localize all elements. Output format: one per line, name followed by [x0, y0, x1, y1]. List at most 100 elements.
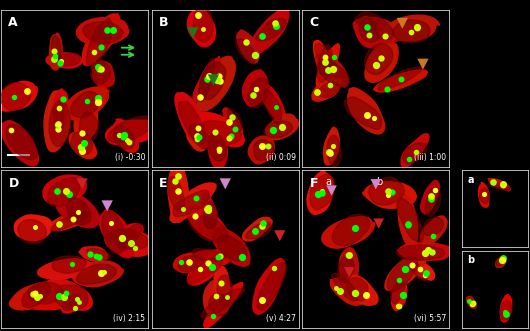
- Polygon shape: [46, 53, 83, 68]
- Polygon shape: [61, 294, 88, 313]
- Point: [57, 59, 66, 64]
- Polygon shape: [214, 265, 230, 313]
- Polygon shape: [496, 257, 506, 267]
- Text: (v) 4:27: (v) 4:27: [266, 314, 296, 323]
- Point: [65, 191, 73, 196]
- Polygon shape: [392, 280, 407, 311]
- Point: [420, 250, 429, 255]
- Polygon shape: [71, 132, 92, 155]
- Point: [416, 267, 425, 272]
- Polygon shape: [479, 182, 489, 207]
- Polygon shape: [255, 19, 286, 41]
- Point: [412, 26, 421, 31]
- Point: [395, 277, 403, 282]
- Polygon shape: [38, 259, 91, 280]
- Polygon shape: [49, 101, 71, 146]
- Point: [321, 59, 329, 64]
- Polygon shape: [355, 12, 394, 40]
- Point: [55, 105, 63, 111]
- Point: [50, 48, 59, 53]
- Point: [100, 269, 109, 274]
- Polygon shape: [102, 210, 126, 254]
- Polygon shape: [187, 206, 228, 241]
- Polygon shape: [488, 179, 510, 191]
- Polygon shape: [55, 285, 88, 310]
- Point: [54, 121, 63, 127]
- Point: [114, 132, 123, 138]
- Text: (iv) 2:15: (iv) 2:15: [113, 314, 145, 323]
- Point: [480, 192, 489, 197]
- Point: [403, 223, 412, 228]
- Point: [130, 245, 139, 251]
- Point: [97, 44, 105, 50]
- Polygon shape: [209, 293, 229, 316]
- Polygon shape: [316, 44, 339, 87]
- Polygon shape: [330, 278, 365, 305]
- Polygon shape: [365, 42, 398, 82]
- Point: [376, 55, 385, 61]
- Polygon shape: [374, 218, 384, 229]
- Point: [173, 189, 182, 194]
- Point: [192, 195, 200, 200]
- Point: [93, 95, 102, 100]
- Polygon shape: [187, 27, 199, 38]
- Point: [259, 220, 268, 225]
- Polygon shape: [201, 289, 245, 317]
- Polygon shape: [196, 121, 241, 144]
- Polygon shape: [52, 256, 86, 273]
- Polygon shape: [480, 188, 489, 204]
- Point: [199, 27, 207, 32]
- Polygon shape: [353, 18, 401, 43]
- Point: [401, 266, 409, 271]
- Point: [227, 133, 235, 138]
- Polygon shape: [398, 243, 451, 260]
- Polygon shape: [365, 44, 393, 74]
- Text: E: E: [159, 177, 167, 190]
- Point: [251, 52, 259, 58]
- Polygon shape: [188, 8, 216, 47]
- Polygon shape: [253, 140, 273, 161]
- Point: [211, 130, 219, 135]
- Polygon shape: [28, 282, 64, 304]
- Point: [177, 259, 186, 264]
- Point: [238, 254, 246, 260]
- Polygon shape: [227, 108, 242, 131]
- Point: [403, 221, 412, 226]
- Polygon shape: [345, 275, 378, 305]
- Point: [195, 134, 204, 140]
- Polygon shape: [111, 224, 143, 248]
- Polygon shape: [489, 182, 510, 190]
- Point: [363, 113, 372, 118]
- Text: b: b: [467, 255, 474, 265]
- Polygon shape: [208, 74, 219, 85]
- Polygon shape: [250, 9, 289, 55]
- Point: [107, 221, 115, 226]
- Polygon shape: [179, 101, 206, 144]
- Polygon shape: [46, 279, 92, 310]
- Point: [258, 34, 267, 39]
- Polygon shape: [370, 179, 381, 189]
- Polygon shape: [105, 231, 155, 256]
- Polygon shape: [80, 111, 99, 140]
- Point: [215, 146, 224, 151]
- Point: [489, 180, 497, 185]
- Polygon shape: [48, 178, 81, 207]
- Polygon shape: [192, 249, 225, 261]
- Polygon shape: [326, 185, 337, 196]
- Point: [212, 293, 220, 299]
- Point: [61, 189, 70, 194]
- Point: [412, 149, 420, 154]
- Polygon shape: [391, 280, 404, 304]
- Polygon shape: [423, 217, 444, 235]
- Polygon shape: [22, 284, 77, 310]
- Point: [258, 143, 266, 148]
- Point: [502, 311, 510, 316]
- Polygon shape: [108, 116, 154, 143]
- Polygon shape: [193, 6, 213, 42]
- Point: [85, 252, 94, 257]
- Polygon shape: [421, 216, 447, 245]
- Point: [216, 253, 224, 259]
- Polygon shape: [70, 91, 100, 118]
- Polygon shape: [417, 59, 429, 70]
- Point: [78, 148, 86, 154]
